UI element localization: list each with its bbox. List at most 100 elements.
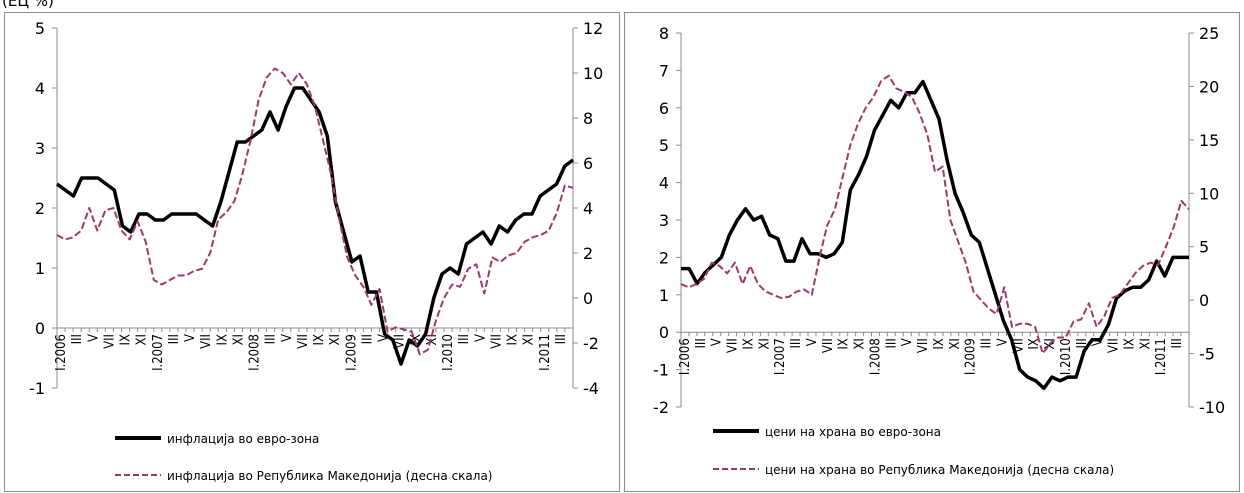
right-tick-label: 8 [583,109,593,128]
left-tick-label: 4 [35,79,45,98]
right-tick-label: 0 [583,289,593,308]
legend-label: цени на храна во Република Македонија (д… [765,463,1114,477]
right-tick-label: 20 [1199,77,1219,96]
category-label: IX [215,334,230,345]
category-label: V [805,338,820,346]
legend-label: инфлација во Република Македонија (десна… [167,469,492,483]
left-tick-label: 2 [35,199,45,218]
category-label: I.2011 [538,334,553,371]
right-tick-label: 0 [1199,291,1209,310]
chart-panel-euro-inflation: -1 0 1 2 3 4 5 -4 -2 0 2 4 6 8 10 12 I.2006 III V VII IX XI I.… [4,12,620,492]
left-tick-label: 7 [659,61,669,80]
category-label: III [554,334,569,344]
left-tick-label: 6 [659,99,669,118]
category-label: V [710,338,725,346]
right-tick-label: 5 [1199,238,1209,257]
category-label: XI [948,338,963,349]
left-tick-label: 0 [659,323,669,342]
series-line-euro [681,79,1189,391]
right-tick-label: 4 [583,199,593,218]
category-label: III [167,334,182,344]
legend-label: цени на храна во евро-зона [765,425,941,439]
category-label: V [183,334,198,342]
category-label: III [70,334,85,344]
category-label: IX [932,338,947,349]
right-tick-label: 15 [1199,131,1219,150]
category-label: XI [757,338,772,349]
right-tick-label: 10 [583,64,603,83]
category-label: IX [119,334,134,345]
right-tick-label: -4 [583,379,599,398]
right-tick-label: -10 [1199,398,1225,417]
category-label: IX [741,338,756,349]
category-label: V [995,338,1010,346]
category-label: III [789,338,804,348]
category-label: V [377,334,392,342]
category-label: I.2009 [964,338,979,375]
category-label: III [694,338,709,348]
category-label: IX [409,334,424,345]
category-label: IX [506,334,521,345]
category-label: VII [296,334,311,349]
right-tick-label: 12 [583,19,603,38]
category-label: III [360,334,375,344]
category-label: I.2007 [151,334,166,371]
left-tick-label: 0 [35,319,45,338]
left-tick-label: 8 [659,24,669,43]
category-label: VII [199,334,214,349]
category-label: I.2011 [1154,338,1169,375]
legend-label: инфлација во евро-зона [167,432,319,446]
category-label: IX [1027,338,1042,349]
category-label: XI [328,334,343,345]
category-label: III [1170,338,1185,348]
right-tick-label: -2 [583,334,599,353]
category-label: V [900,338,915,346]
category-label: VII [102,334,117,349]
category-label: XI [135,334,150,345]
category-label: I.2009 [344,334,359,371]
category-label: VII [916,338,931,353]
left-tick-label: -2 [653,398,669,417]
left-tick-label: 2 [659,248,669,267]
category-label: VII [489,334,504,349]
left-tick-label: 1 [35,259,45,278]
category-label: IX [1122,338,1137,349]
category-label: I.2007 [773,338,788,375]
series-line-euro [55,86,575,366]
left-tick-label: -1 [29,379,45,398]
left-tick-label: 1 [659,286,669,305]
category-label: I.2010 [441,334,456,371]
left-tick-label: -1 [653,361,669,380]
right-tick-label: 25 [1199,24,1219,43]
category-label: VII [821,338,836,353]
right-tick-label: 2 [583,244,593,263]
category-label: XI [1138,338,1153,349]
category-label: III [264,334,279,344]
category-label: XI [425,334,440,345]
category-label: III [1075,338,1090,348]
category-label: III [457,334,472,344]
right-tick-label: 10 [1199,184,1219,203]
category-label: XI [231,334,246,345]
category-label: XI [853,338,868,349]
category-label: I.2006 [678,338,693,375]
category-label: V [473,334,488,342]
left-tick-label: 5 [35,19,45,38]
right-tick-label: 6 [583,154,593,173]
left-tick-label: 4 [659,174,669,193]
category-label: I.2008 [868,338,883,375]
units-label: (ЕЦ %) [2,0,54,10]
category-label: III [980,338,995,348]
category-label: IX [312,334,327,345]
left-tick-label: 3 [35,139,45,158]
category-label: I.2006 [54,334,69,371]
series-line-macedonia [56,67,574,356]
left-tick-label: 5 [659,136,669,155]
left-tick-label: 3 [659,211,669,230]
category-label: V [280,334,295,342]
category-label: IX [837,338,852,349]
category-label: V [1091,338,1106,346]
category-label: VII [726,338,741,353]
category-label: I.2010 [1059,338,1074,375]
